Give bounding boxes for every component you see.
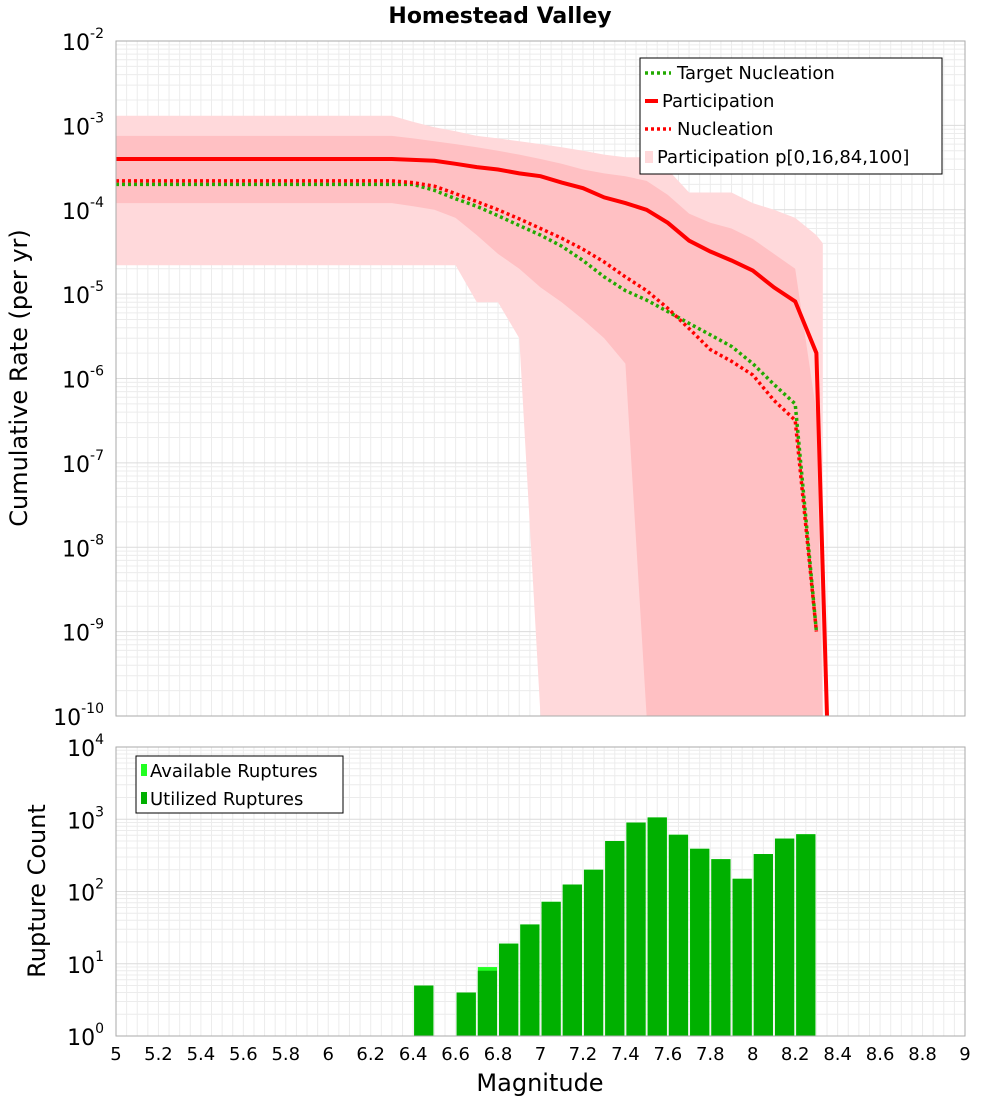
bottom-legend-box xyxy=(135,755,344,814)
x-tick-label: 5.6 xyxy=(229,1044,258,1065)
bar-utilized xyxy=(583,869,604,1036)
bar-utilized xyxy=(774,838,795,1036)
top-y-tick-label: 10-7 xyxy=(62,448,104,478)
top-y-ticks: 10-2 10-3 10-4 10-5 10-6 10-7 10-8 10-9 10-10 xyxy=(53,26,104,731)
bar-utilized xyxy=(626,822,646,1036)
bar-utilized xyxy=(520,924,540,1036)
top-y-tick-label: 10-3 xyxy=(62,110,104,140)
participation-band-inner xyxy=(116,135,823,716)
legend-swatch-participation-band xyxy=(645,151,653,163)
top-y-axis-label: Cumulative Rate (per yr) xyxy=(5,229,33,527)
top-y-tick-label: 10-2 xyxy=(62,26,104,56)
x-tick-label: 8.4 xyxy=(823,1044,852,1065)
bar-utilized xyxy=(562,884,582,1036)
x-tick-label: 5.4 xyxy=(187,1044,216,1065)
x-tick-label: 5.2 xyxy=(144,1044,173,1065)
top-plot-frame xyxy=(115,40,966,717)
bar-utilized xyxy=(753,854,773,1036)
top-y-tick-label: 10-10 xyxy=(53,701,104,731)
bottom-y-ticks: 104 103 102 101 100 xyxy=(67,732,104,1051)
top-y-tick-label: 10-5 xyxy=(62,279,104,309)
chart-title: Homestead Valley xyxy=(388,4,611,29)
bar-utilized xyxy=(456,992,476,1036)
x-axis-label: Magnitude xyxy=(476,1069,603,1097)
bottom-plot-frame xyxy=(115,746,966,1037)
series-line-target-nucleation xyxy=(116,182,819,632)
series-line-nucleation xyxy=(116,179,819,632)
top-y-tick-label: 10-6 xyxy=(62,364,104,394)
bar-utilized xyxy=(541,901,561,1036)
bottom-y-tick-label: 101 xyxy=(67,949,104,979)
bar-utilized xyxy=(647,817,667,1036)
x-tick-label: 7.4 xyxy=(611,1044,640,1065)
top-lines xyxy=(116,157,829,716)
x-tick-label: 6.8 xyxy=(484,1044,513,1065)
top-y-tick-label: 10-9 xyxy=(62,617,104,647)
bottom-y-tick-label: 102 xyxy=(67,877,104,907)
x-tick-label: 7.8 xyxy=(696,1044,725,1065)
bar-utilized xyxy=(414,985,434,1036)
x-tick-label: 8.6 xyxy=(866,1044,895,1065)
bottom-y-tick-label: 103 xyxy=(67,804,104,834)
x-tick-label: 8.2 xyxy=(781,1044,810,1065)
series-line-participation xyxy=(116,157,829,716)
bar-utilized xyxy=(605,840,625,1036)
bar-utilized xyxy=(690,848,710,1036)
bottom-bars xyxy=(414,817,816,1036)
legend-label-nucleation: Nucleation xyxy=(677,119,773,140)
bar-utilized xyxy=(477,970,498,1036)
top-y-tick-label: 10-8 xyxy=(62,532,104,562)
bar-utilized xyxy=(499,943,519,1036)
x-tick-label: 5.8 xyxy=(271,1044,300,1065)
bottom-y-tick-label: 100 xyxy=(67,1021,104,1051)
bottom-x-ticks: 5 5.2 5.4 5.6 5.8 6 6.2 6.4 6.6 6.8 7 7.2 7.4 7.6 7.8 8… xyxy=(110,1044,970,1065)
legend-label-available: Available Ruptures xyxy=(150,761,318,782)
x-tick-label: 7.2 xyxy=(569,1044,598,1065)
bottom-y-axis-label: Rupture Count xyxy=(23,804,51,978)
legend-label-target-nucleation: Target Nucleation xyxy=(676,63,835,84)
bar-utilized xyxy=(796,834,816,1036)
top-legend: Target Nucleation Participation Nucleati… xyxy=(639,57,943,175)
x-tick-label: 6.2 xyxy=(356,1044,385,1065)
x-tick-label: 6 xyxy=(323,1044,334,1065)
bar-utilized xyxy=(732,878,752,1036)
legend-label-participation-band: Participation p[0,16,84,100] xyxy=(657,147,909,168)
x-tick-label: 6.6 xyxy=(441,1044,470,1065)
bar-utilized xyxy=(711,859,731,1036)
bottom-y-tick-label: 104 xyxy=(67,732,104,762)
x-tick-label: 7 xyxy=(535,1044,546,1065)
bottom-legend: Available Ruptures Utilized Ruptures xyxy=(135,755,344,814)
x-tick-label: 6.4 xyxy=(399,1044,428,1065)
x-tick-label: 8.8 xyxy=(908,1044,937,1065)
top-legend-box xyxy=(639,57,943,175)
bar-utilized xyxy=(668,834,689,1036)
legend-swatch-available xyxy=(141,764,147,776)
legend-label-participation: Participation xyxy=(662,91,774,112)
top-y-tick-label: 10-4 xyxy=(62,195,104,225)
top-bands xyxy=(116,115,823,716)
legend-label-utilized: Utilized Ruptures xyxy=(150,789,303,810)
x-tick-label: 9 xyxy=(959,1044,970,1065)
legend-swatch-utilized xyxy=(141,792,147,804)
x-tick-label: 5 xyxy=(110,1044,121,1065)
x-tick-label: 7.6 xyxy=(654,1044,683,1065)
x-tick-label: 8 xyxy=(747,1044,758,1065)
